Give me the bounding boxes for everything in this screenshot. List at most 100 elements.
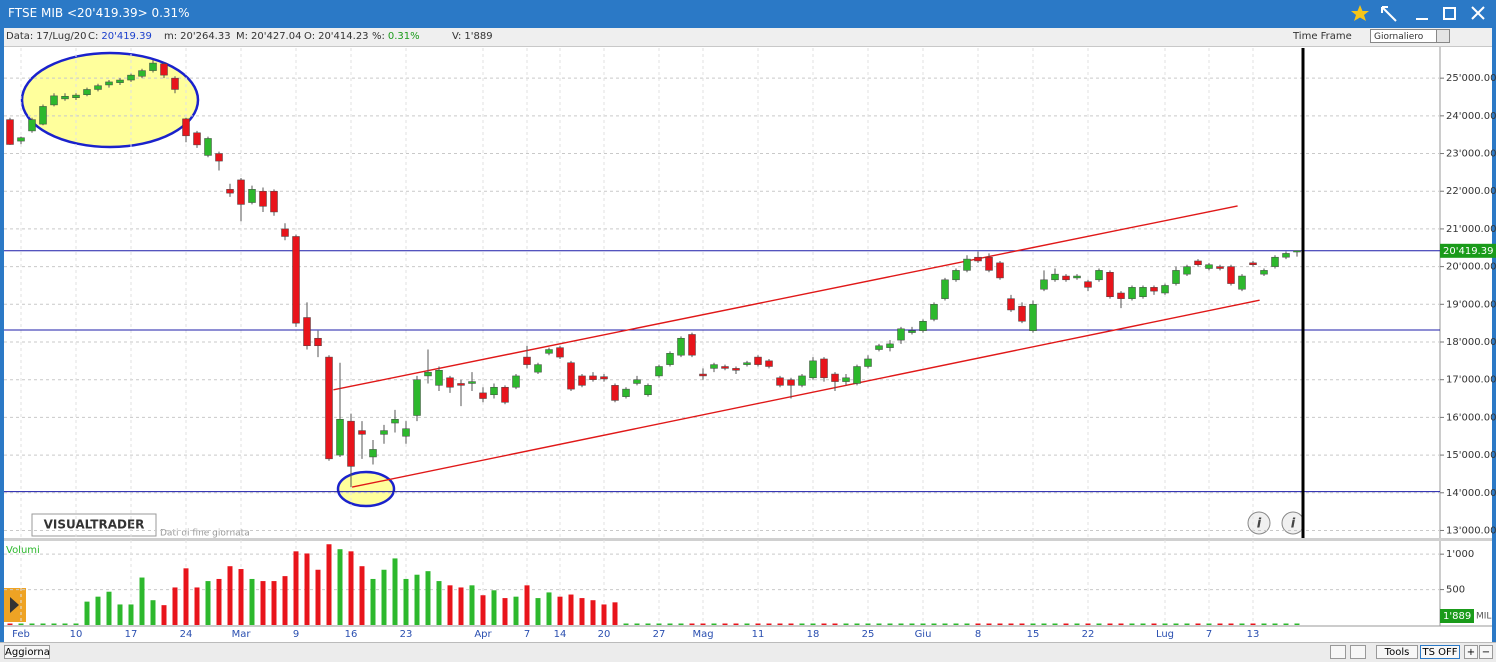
volume-bar xyxy=(414,574,420,625)
info-item: V: 1'889 xyxy=(452,31,493,42)
candle-body xyxy=(1227,266,1235,284)
data-note: Dati di fine giornata xyxy=(160,529,250,539)
tool-icon[interactable] xyxy=(1330,645,1346,659)
x-tick-label: 8 xyxy=(975,629,981,640)
info-glyph: i xyxy=(1257,517,1262,532)
zoom-out[interactable]: − xyxy=(1479,645,1493,659)
ts-button[interactable]: TS OFF xyxy=(1420,645,1460,659)
candle-body xyxy=(1062,275,1070,281)
volume-bar xyxy=(788,623,794,625)
volume-bar xyxy=(1151,623,1157,625)
info-label: Data: xyxy=(6,31,34,42)
volume-bar xyxy=(84,601,90,625)
candle-body xyxy=(248,189,256,203)
pin[interactable] xyxy=(1381,6,1397,22)
volume-bar xyxy=(348,551,354,625)
tool-icon[interactable] xyxy=(1350,645,1366,659)
info-item: m: 20'264.33 xyxy=(164,31,231,42)
candle-body xyxy=(391,419,399,424)
volume-bar xyxy=(623,623,629,625)
volume-bar xyxy=(524,585,530,625)
volume-bar xyxy=(722,623,728,625)
x-tick-label: 25 xyxy=(862,629,875,640)
volume-bar xyxy=(1272,623,1278,625)
candle-body xyxy=(413,379,421,416)
volume-bar xyxy=(1030,623,1036,625)
y-tick-label: 14'000.00 xyxy=(1446,488,1496,499)
volume-bar xyxy=(854,623,860,625)
x-tick-label: 23 xyxy=(400,629,413,640)
volume-bar xyxy=(73,623,79,625)
volume-bar xyxy=(667,623,673,625)
candle-body xyxy=(754,356,762,365)
candle-body xyxy=(61,95,69,100)
minimize[interactable] xyxy=(1416,18,1428,20)
tools-button[interactable]: Tools xyxy=(1376,645,1418,659)
candle-body xyxy=(270,190,278,213)
candle-body xyxy=(622,388,630,397)
candle-body xyxy=(798,375,806,386)
volume-bar xyxy=(634,623,640,625)
volume-bar xyxy=(1063,623,1069,625)
candle-body xyxy=(1084,281,1092,288)
candle-body xyxy=(83,89,91,95)
candle-body xyxy=(732,368,740,371)
volume-bar xyxy=(95,596,101,625)
volume-bar xyxy=(568,594,574,625)
candle-body xyxy=(259,190,267,207)
x-tick-label: 7 xyxy=(1206,629,1212,640)
volume-bar xyxy=(546,592,552,625)
candle-body xyxy=(1007,298,1015,311)
volume-bar xyxy=(238,569,244,625)
volume-bar xyxy=(733,623,739,625)
volume-bar xyxy=(557,596,563,625)
volume-bar xyxy=(227,566,233,625)
time-frame-select[interactable]: Giornaliero xyxy=(1370,29,1450,43)
candle-body xyxy=(490,386,498,396)
volume-bar xyxy=(1107,623,1113,625)
y-tick-label: 13'000.00 xyxy=(1446,525,1496,536)
volume-bar xyxy=(1228,623,1234,625)
info-label: O: xyxy=(304,31,316,42)
candle-body xyxy=(666,353,674,365)
volume-tick-label: 500 xyxy=(1446,585,1465,596)
maximize[interactable] xyxy=(1443,7,1456,20)
candle-body xyxy=(523,356,531,365)
candle-body xyxy=(402,428,410,437)
chart-background xyxy=(4,46,1492,642)
favorite[interactable] xyxy=(1351,5,1369,21)
volume-bar xyxy=(293,551,299,625)
close[interactable] xyxy=(1471,6,1485,20)
candle-body xyxy=(864,358,872,367)
candle-body xyxy=(369,449,377,458)
side-toggle[interactable] xyxy=(4,588,26,622)
info-label: %: xyxy=(372,31,385,42)
candle-body xyxy=(303,317,311,347)
candle-body xyxy=(512,375,520,388)
refresh-button[interactable]: Aggiorna xyxy=(4,645,50,659)
last-volume-label: 1'889 xyxy=(1443,611,1471,622)
zoom-in[interactable]: + xyxy=(1464,645,1478,659)
candle-body xyxy=(17,137,25,142)
candle-body xyxy=(435,370,443,386)
candle-body xyxy=(677,337,685,356)
candle-body xyxy=(963,258,971,271)
y-tick-label: 17'000.00 xyxy=(1446,375,1496,386)
candle-body xyxy=(842,377,850,382)
volume-bar xyxy=(1184,623,1190,625)
candle-body xyxy=(809,360,817,379)
candle-body xyxy=(710,364,718,369)
candle-body xyxy=(501,386,509,403)
volume-bar xyxy=(491,590,497,625)
volume-bar xyxy=(315,569,321,625)
volume-bar xyxy=(744,623,750,625)
y-tick-label: 16'000.00 xyxy=(1446,412,1496,423)
candle-body xyxy=(644,385,652,396)
candle-body xyxy=(1029,304,1037,331)
volume-bar xyxy=(1173,623,1179,625)
candle-body xyxy=(204,138,212,156)
volume-bar xyxy=(216,578,222,625)
candle-body xyxy=(380,430,388,435)
window-title: FTSE MIB <20'419.39> 0.31% xyxy=(8,6,190,20)
x-tick-label: Mag xyxy=(692,629,713,640)
